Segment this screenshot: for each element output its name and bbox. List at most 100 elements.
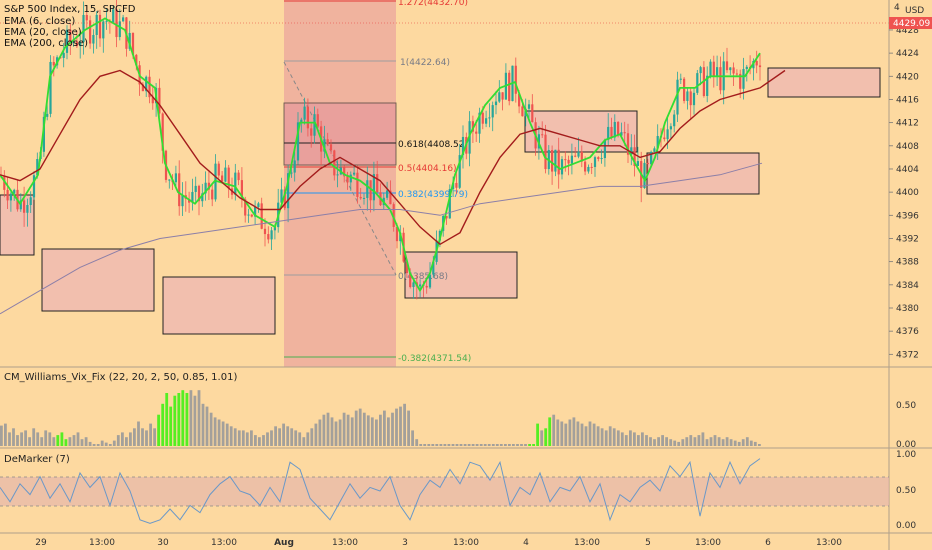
candle-body[interactable] bbox=[613, 121, 616, 138]
candle-body[interactable] bbox=[716, 67, 719, 76]
candle-body[interactable] bbox=[593, 157, 597, 167]
zone-box[interactable] bbox=[646, 152, 760, 195]
candle-body[interactable] bbox=[696, 73, 699, 93]
candle-body[interactable] bbox=[686, 91, 689, 101]
candle-body[interactable] bbox=[191, 191, 194, 203]
candle-body[interactable] bbox=[62, 52, 65, 58]
candle-body[interactable] bbox=[204, 182, 207, 194]
candle-body[interactable] bbox=[366, 180, 369, 198]
candle-body[interactable] bbox=[151, 97, 154, 104]
candle-body[interactable] bbox=[663, 137, 666, 140]
candle-body[interactable] bbox=[29, 197, 32, 206]
candle-body[interactable] bbox=[221, 175, 224, 182]
candle-body[interactable] bbox=[65, 29, 69, 53]
candle-body[interactable] bbox=[742, 69, 745, 89]
candle-body[interactable] bbox=[89, 20, 92, 44]
candle-body[interactable] bbox=[161, 113, 164, 151]
candle-body[interactable] bbox=[584, 161, 587, 172]
candle-body[interactable] bbox=[26, 205, 29, 213]
legend-ema6[interactable]: EMA (6, close) bbox=[4, 16, 75, 27]
candle-body[interactable] bbox=[257, 203, 260, 207]
session-highlight[interactable] bbox=[284, 0, 396, 367]
ema-line-2[interactable] bbox=[0, 69, 786, 246]
candle-body[interactable] bbox=[567, 159, 570, 164]
candle-body[interactable] bbox=[498, 92, 501, 102]
candle-body[interactable] bbox=[494, 101, 498, 106]
zone-box[interactable] bbox=[162, 276, 276, 335]
candle-body[interactable] bbox=[580, 151, 583, 162]
candle-body[interactable] bbox=[689, 91, 692, 106]
demarker-path[interactable] bbox=[0, 458, 761, 524]
candle-body[interactable] bbox=[646, 162, 649, 165]
candle-body[interactable] bbox=[369, 180, 372, 201]
candle-body[interactable] bbox=[481, 112, 484, 124]
candle-body[interactable] bbox=[82, 14, 85, 43]
candle-body[interactable] bbox=[739, 73, 742, 89]
candle-body[interactable] bbox=[273, 227, 276, 231]
candle-body[interactable] bbox=[3, 176, 6, 190]
candle-body[interactable] bbox=[290, 172, 293, 174]
candle-body[interactable] bbox=[188, 198, 191, 203]
candle-body[interactable] bbox=[46, 113, 49, 117]
candle-body[interactable] bbox=[518, 93, 521, 107]
candle-body[interactable] bbox=[296, 122, 300, 161]
candle-body[interactable] bbox=[521, 106, 524, 117]
candle-body[interactable] bbox=[323, 139, 326, 152]
candle-body[interactable] bbox=[346, 175, 349, 183]
candle-body[interactable] bbox=[79, 42, 82, 47]
candle-body[interactable] bbox=[458, 155, 461, 188]
candle-body[interactable] bbox=[52, 61, 55, 66]
candle-body[interactable] bbox=[683, 78, 686, 101]
demarker-title[interactable]: DeMarker (7) bbox=[4, 454, 70, 465]
time-axis[interactable]: 29 13:00 30 13:00 Aug 13:00 3 13:00 4 13:00 5 13:00… bbox=[35, 538, 842, 548]
candle-body[interactable] bbox=[560, 159, 564, 175]
candle-body[interactable] bbox=[303, 106, 306, 120]
candle-body[interactable] bbox=[211, 189, 214, 200]
candle-body[interactable] bbox=[174, 173, 177, 183]
candle-body[interactable] bbox=[676, 79, 679, 115]
candle-body[interactable] bbox=[98, 14, 102, 39]
candle-body[interactable] bbox=[392, 204, 395, 227]
candle-body[interactable] bbox=[122, 17, 125, 22]
candle-body[interactable] bbox=[425, 285, 428, 288]
candle-body[interactable] bbox=[485, 118, 488, 124]
candle-body[interactable] bbox=[194, 185, 197, 192]
candle-body[interactable] bbox=[95, 14, 98, 35]
candle-body[interactable] bbox=[461, 136, 465, 156]
candle-body[interactable] bbox=[237, 172, 240, 181]
candle-body[interactable] bbox=[158, 87, 161, 114]
candle-body[interactable] bbox=[633, 147, 636, 167]
candle-body[interactable] bbox=[692, 92, 696, 106]
candle-body[interactable] bbox=[316, 114, 319, 127]
candle-body[interactable] bbox=[343, 167, 346, 176]
candle-body[interactable] bbox=[353, 172, 356, 175]
candle-body[interactable] bbox=[72, 41, 75, 43]
candle-body[interactable] bbox=[679, 78, 682, 80]
candle-body[interactable] bbox=[395, 226, 399, 242]
candle-body[interactable] bbox=[336, 174, 339, 176]
candle-body[interactable] bbox=[260, 203, 263, 229]
candle-body[interactable] bbox=[36, 159, 39, 176]
candle-body[interactable] bbox=[514, 65, 517, 94]
candle-body[interactable] bbox=[501, 92, 504, 100]
candle-body[interactable] bbox=[148, 76, 151, 98]
candle-body[interactable] bbox=[141, 84, 144, 92]
candle-body[interactable] bbox=[666, 129, 669, 140]
candle-body[interactable] bbox=[115, 9, 118, 38]
candle-body[interactable] bbox=[244, 199, 247, 216]
candle-body[interactable] bbox=[587, 166, 590, 172]
candle-body[interactable] bbox=[310, 128, 313, 136]
candle-body[interactable] bbox=[112, 9, 115, 23]
candle-body[interactable] bbox=[617, 121, 620, 136]
ema-line-1[interactable] bbox=[0, 17, 761, 293]
candle-body[interactable] bbox=[551, 149, 554, 172]
candle-body[interactable] bbox=[102, 21, 105, 39]
candle-body[interactable] bbox=[283, 189, 286, 209]
candle-body[interactable] bbox=[620, 132, 623, 136]
candle-body[interactable] bbox=[293, 160, 296, 173]
candle-body[interactable] bbox=[250, 214, 253, 217]
candle-body[interactable] bbox=[118, 21, 121, 38]
candle-body[interactable] bbox=[650, 151, 653, 165]
candle-body[interactable] bbox=[735, 73, 738, 75]
highlight-box[interactable] bbox=[283, 102, 397, 166]
